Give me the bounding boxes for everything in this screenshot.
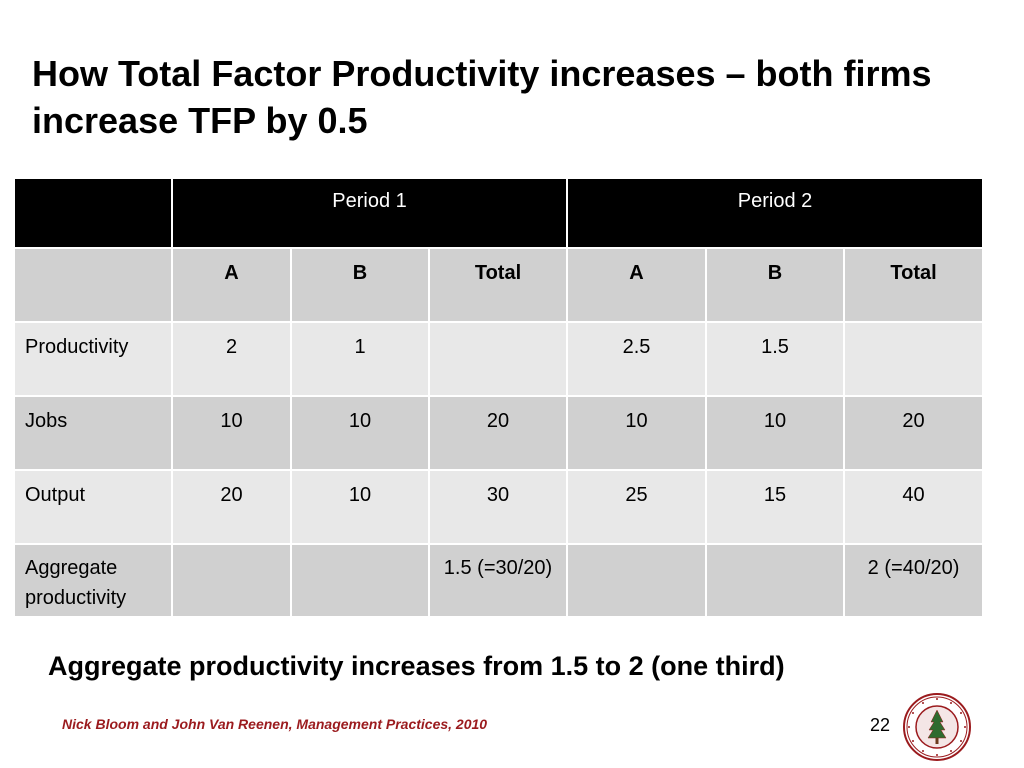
- table-cell: 25: [566, 469, 708, 545]
- table-cell: 20: [171, 469, 292, 545]
- university-seal-icon: [903, 693, 971, 761]
- table-cell: 2: [171, 321, 292, 397]
- sub-header-row: A B Total A B Total: [13, 247, 985, 323]
- table-cell: 2.5: [566, 321, 708, 397]
- table-cell: 20: [843, 395, 985, 471]
- footer-citation: Nick Bloom and John Van Reenen, Manageme…: [62, 716, 488, 732]
- row-label: Output: [13, 469, 173, 545]
- slide-title: How Total Factor Productivity increases …: [32, 53, 932, 141]
- table-cell: 1.5 (=30/20): [427, 543, 569, 618]
- row-label: Aggregate productivity: [13, 543, 173, 618]
- table-cell: 10: [566, 395, 708, 471]
- table-cell: 10: [705, 395, 846, 471]
- table-row: Aggregate productivity 1.5 (=30/20) 2 (=…: [13, 543, 985, 618]
- row-label: Productivity: [13, 321, 173, 397]
- corner-cell: [13, 177, 173, 249]
- sub-header-total: Total: [427, 247, 569, 323]
- table-cell: [843, 321, 985, 397]
- sub-header-a: A: [566, 247, 708, 323]
- table-row: Productivity 2 1 2.5 1.5: [13, 321, 985, 397]
- sub-header-b: B: [705, 247, 846, 323]
- table-cell: 2 (=40/20): [843, 543, 985, 618]
- table-cell: 15: [705, 469, 846, 545]
- table-row: Output 20 10 30 25 15 40: [13, 469, 985, 545]
- page-number: 22: [870, 715, 891, 735]
- sub-header-corner: [13, 247, 173, 323]
- conclusion-text: Aggregate productivity increases from 1.…: [48, 651, 785, 681]
- table-cell: [171, 543, 292, 618]
- tfp-table: Period 1 Period 2 A B Total A B Total Pr…: [13, 177, 985, 618]
- sub-header-b: B: [290, 247, 430, 323]
- table-cell: [705, 543, 846, 618]
- table-cell: [566, 543, 708, 618]
- table-cell: 10: [290, 395, 430, 471]
- table-cell: 40: [843, 469, 985, 545]
- table-cell: 10: [290, 469, 430, 545]
- table-row: Jobs 10 10 20 10 10 20: [13, 395, 985, 471]
- table-cell: 10: [171, 395, 292, 471]
- table-cell: [427, 321, 569, 397]
- table-cell: 1: [290, 321, 430, 397]
- table-cell: [290, 543, 430, 618]
- period-1-header: Period 1: [170, 177, 569, 249]
- table-cell: 30: [427, 469, 569, 545]
- sub-header-total: Total: [843, 247, 985, 323]
- row-label: Jobs: [13, 395, 173, 471]
- period-header-row: Period 1 Period 2: [13, 177, 985, 249]
- sub-header-a: A: [171, 247, 292, 323]
- table-cell: 1.5: [705, 321, 846, 397]
- period-2-header: Period 2: [566, 177, 985, 249]
- table-cell: 20: [427, 395, 569, 471]
